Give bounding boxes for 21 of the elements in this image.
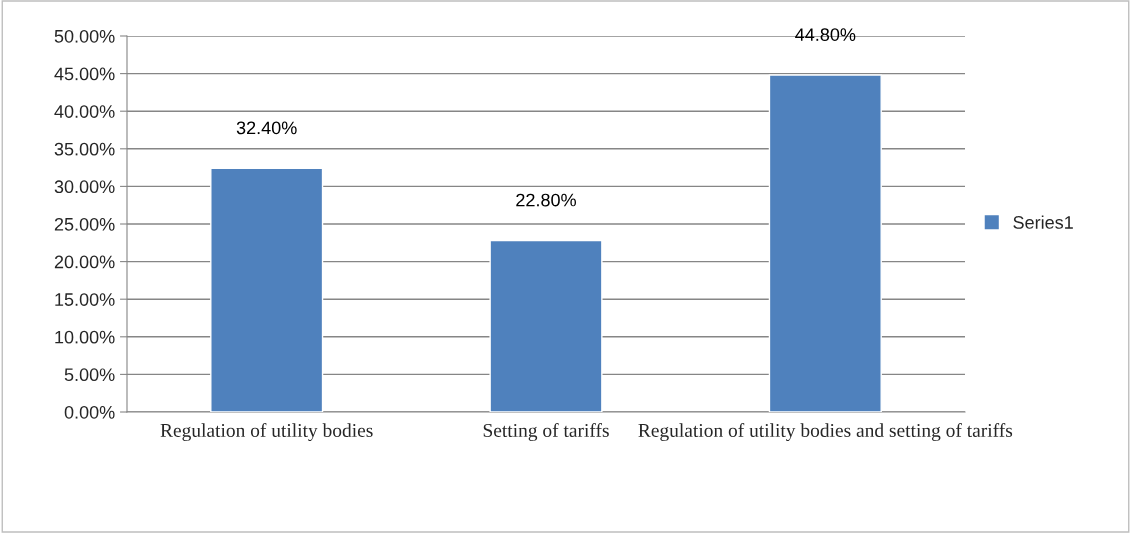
- y-tick-label: 35.00%: [54, 142, 115, 156]
- y-tick-label: 50.00%: [54, 29, 115, 43]
- y-tick-label: 30.00%: [54, 180, 115, 194]
- bar: [210, 167, 324, 412]
- legend-label: Series1: [1013, 215, 1073, 229]
- y-tick-label: 45.00%: [54, 67, 115, 81]
- bar: [768, 74, 882, 412]
- x-tick-label: Setting of tariffs: [483, 423, 609, 441]
- data-label: 44.80%: [795, 28, 856, 41]
- x-tick-label: Regulation of utility bodies: [160, 423, 373, 441]
- y-tick-label: 5.00%: [64, 368, 115, 382]
- y-tick-label: 25.00%: [54, 217, 115, 231]
- y-tick-label: 40.00%: [54, 105, 115, 118]
- y-tick-label: 10.00%: [55, 330, 115, 344]
- y-tick-label: 20.00%: [54, 255, 115, 269]
- y-tick-label: 15.00%: [55, 293, 115, 306]
- data-label: 22.80%: [516, 193, 576, 207]
- x-tick-label: Regulation of utility bodies and setting of tariffs: [638, 423, 1013, 441]
- data-label: 32.40%: [236, 121, 297, 135]
- bar: [489, 239, 603, 412]
- y-tick-label: 0.00%: [64, 405, 115, 419]
